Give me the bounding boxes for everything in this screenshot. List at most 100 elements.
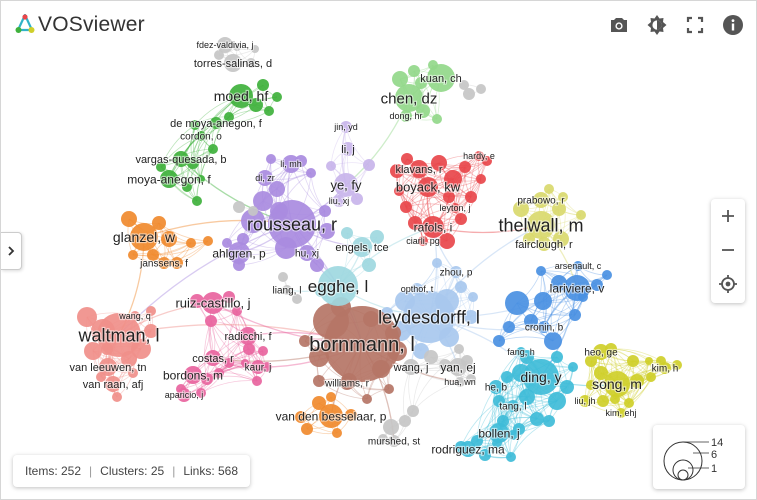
network-node[interactable] <box>278 272 288 282</box>
network-node[interactable] <box>319 223 335 239</box>
node-label[interactable]: waltman, l <box>76 324 160 346</box>
network-node[interactable] <box>341 142 355 156</box>
network-node[interactable] <box>144 324 158 338</box>
network-node[interactable] <box>241 209 265 233</box>
network-node[interactable] <box>128 250 138 260</box>
network-node[interactable] <box>523 359 559 395</box>
network-node[interactable] <box>527 211 555 239</box>
network-node[interactable] <box>147 249 159 261</box>
reset-view-button[interactable] <box>711 267 745 301</box>
network-node[interactable] <box>536 266 546 276</box>
network-node[interactable] <box>551 275 567 291</box>
network-node[interactable] <box>538 321 550 333</box>
network-node[interactable] <box>659 362 671 374</box>
node-label[interactable]: arsenault, c <box>554 260 603 272</box>
network-node[interactable] <box>418 177 438 197</box>
network-node[interactable] <box>616 408 626 418</box>
network-node[interactable] <box>454 344 464 354</box>
node-label[interactable]: heo, ge <box>583 347 619 360</box>
network-node[interactable] <box>158 257 170 269</box>
node-label[interactable]: cordon, o <box>179 131 223 144</box>
network-node[interactable] <box>214 50 224 60</box>
node-label[interactable]: ding, y <box>519 368 562 386</box>
network-node[interactable] <box>627 355 639 367</box>
node-label[interactable]: li, j <box>340 143 356 157</box>
network-node[interactable] <box>177 388 191 402</box>
network-node[interactable] <box>295 411 307 423</box>
network-node[interactable] <box>551 351 563 363</box>
network-node[interactable] <box>465 191 477 203</box>
network-node[interactable] <box>468 292 478 302</box>
network-node[interactable] <box>489 380 503 394</box>
network-node[interactable] <box>602 270 612 280</box>
network-node[interactable] <box>210 117 222 129</box>
network-node[interactable] <box>205 315 217 327</box>
node-label[interactable]: radicchi, f <box>223 330 273 344</box>
node-label[interactable]: kim, h <box>651 363 680 376</box>
network-node[interactable] <box>233 43 241 51</box>
network-node[interactable] <box>401 153 413 165</box>
network-node[interactable] <box>593 344 609 360</box>
network-node[interactable] <box>463 88 475 100</box>
node-label[interactable]: rafols, i <box>413 219 454 235</box>
node-label[interactable]: ye, fy <box>329 177 363 194</box>
network-node[interactable] <box>576 210 586 220</box>
network-node[interactable] <box>241 359 249 367</box>
network-node[interactable] <box>182 182 192 192</box>
network-node[interactable] <box>427 64 455 92</box>
network-node[interactable] <box>416 104 430 118</box>
node-label[interactable]: fang, h <box>506 346 536 358</box>
network-node[interactable] <box>460 441 476 457</box>
network-node[interactable] <box>333 195 345 207</box>
network-node[interactable] <box>160 170 178 188</box>
info-icon[interactable] <box>721 13 745 37</box>
network-node[interactable] <box>604 371 630 397</box>
fullscreen-icon[interactable] <box>683 13 707 37</box>
network-node[interactable] <box>585 355 597 367</box>
network-node[interactable] <box>224 358 234 368</box>
network-node[interactable] <box>146 306 156 316</box>
network-node[interactable] <box>282 155 300 173</box>
network-node[interactable] <box>455 377 465 387</box>
network-node[interactable] <box>251 45 259 53</box>
network-node[interactable] <box>299 335 311 347</box>
node-label[interactable]: bollen, j <box>477 425 521 441</box>
node-label[interactable]: di, zr <box>254 172 276 184</box>
network-node[interactable] <box>310 258 324 272</box>
network-node[interactable] <box>257 170 273 186</box>
network-node[interactable] <box>533 192 549 208</box>
node-label[interactable]: song, m <box>591 375 643 393</box>
network-node[interactable] <box>507 400 519 412</box>
network-node[interactable] <box>568 362 578 372</box>
network-node[interactable] <box>455 213 467 225</box>
node-label[interactable]: moya-anegon, f <box>126 171 212 187</box>
network-node[interactable] <box>400 110 412 122</box>
network-node[interactable] <box>493 335 505 347</box>
node-label[interactable]: liu, jh <box>573 395 596 407</box>
node-label[interactable]: aparicio, j <box>164 389 205 401</box>
node-label[interactable]: chen, dz <box>380 89 439 108</box>
network-node[interactable] <box>156 162 166 172</box>
network-node[interactable] <box>313 375 325 387</box>
network-node[interactable] <box>418 236 428 246</box>
zoom-in-button[interactable] <box>711 199 745 233</box>
network-node[interactable] <box>128 368 138 378</box>
network-node[interactable] <box>272 92 282 102</box>
network-node[interactable] <box>597 395 609 407</box>
network-node[interactable] <box>190 120 200 130</box>
network-node[interactable] <box>443 191 455 203</box>
network-node[interactable] <box>112 392 122 402</box>
network-node[interactable] <box>424 350 438 364</box>
network-node[interactable] <box>513 423 525 435</box>
network-node[interactable] <box>403 291 455 343</box>
node-label[interactable]: jin, yd <box>332 121 359 133</box>
network-node[interactable] <box>505 291 529 315</box>
network-node[interactable] <box>591 279 603 291</box>
network-node[interactable] <box>318 266 358 306</box>
network-node[interactable] <box>326 392 336 402</box>
network-node[interactable] <box>530 412 544 426</box>
network-node[interactable] <box>252 376 262 386</box>
node-label[interactable]: ciarli, pg <box>405 235 441 247</box>
node-label[interactable]: vargas-quesada, b <box>134 153 227 167</box>
network-node[interactable] <box>351 193 363 205</box>
